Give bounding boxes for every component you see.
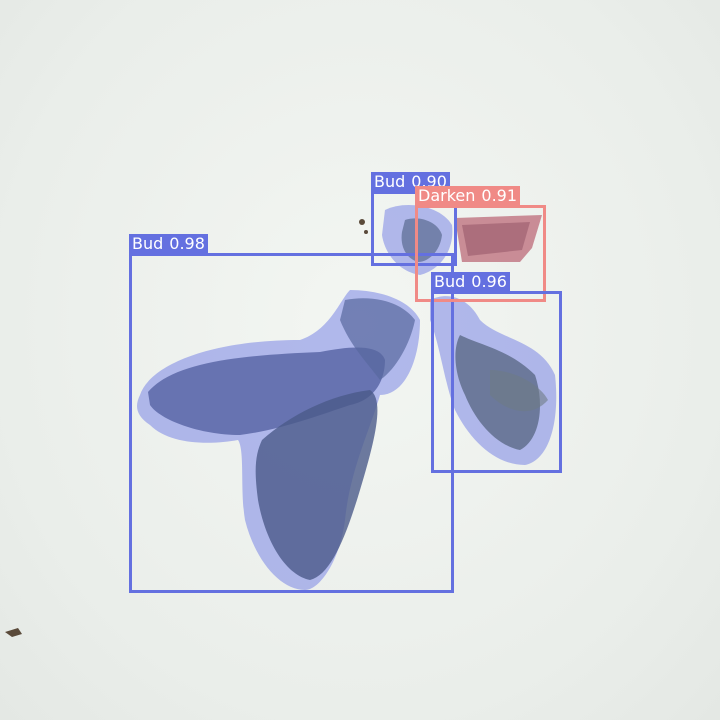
bbox-label: Bud 0.98 (129, 234, 208, 254)
debris-specks (5, 219, 368, 637)
label-score: 0.96 (471, 272, 507, 291)
bbox-label: Darken 0.91 (415, 186, 521, 206)
label-class: Darken (418, 186, 476, 205)
bbox-darken-0.91 (415, 205, 546, 302)
bbox-bud-0.96 (431, 291, 562, 473)
label-class: Bud (434, 272, 466, 291)
label-class: Bud (374, 172, 406, 191)
darken-mask (455, 215, 542, 262)
bud-mask-right (430, 296, 557, 465)
label-score: 0.91 (481, 186, 518, 205)
bud-body-large (148, 298, 415, 580)
label-score: 0.98 (169, 234, 205, 253)
bbox-bud-0.90 (371, 191, 457, 266)
bbox-label: Bud 0.96 (431, 272, 510, 292)
label-class: Bud (132, 234, 164, 253)
bbox-bud-0.98 (129, 253, 454, 593)
